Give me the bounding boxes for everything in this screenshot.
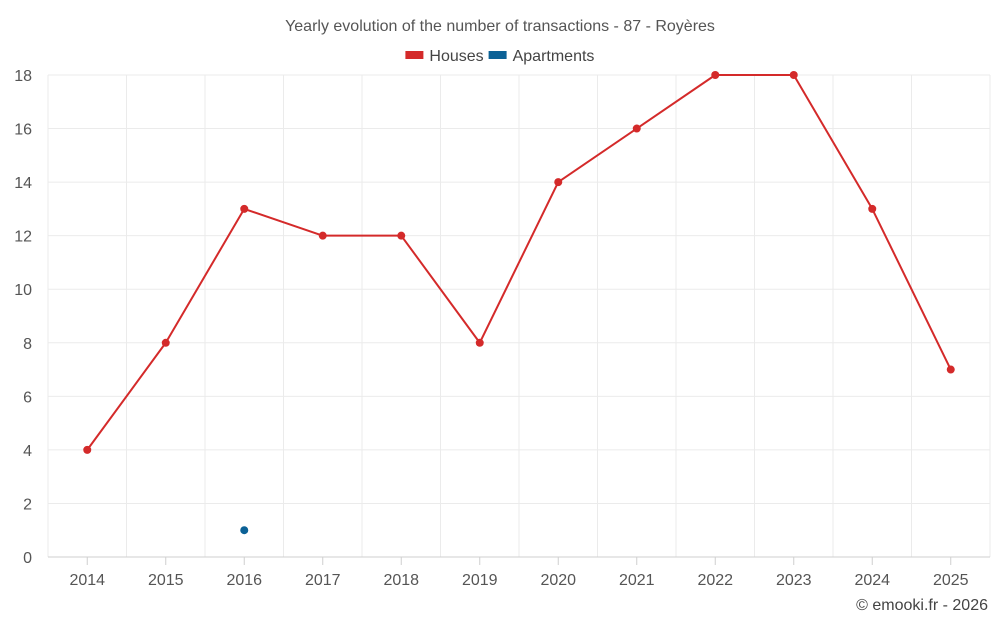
legend-item-houses[interactable]: Houses (405, 48, 484, 65)
data-point-houses (789, 71, 798, 79)
x-tick-label: 2022 (697, 572, 733, 589)
series-layer (83, 71, 955, 535)
data-point-houses (868, 204, 877, 213)
credit-text: © emooki.fr - 2026 (856, 597, 988, 614)
y-tick-label: 4 (23, 443, 32, 460)
data-point-houses (83, 445, 92, 454)
y-tick-label: 0 (23, 550, 32, 567)
legend-item-apartments[interactable]: Apartments (488, 48, 595, 65)
y-tick-label: 16 (14, 122, 32, 139)
data-point-apartments (240, 526, 249, 535)
legend-swatch (405, 51, 424, 59)
series-apartments (240, 526, 249, 535)
x-tick-label: 2016 (226, 572, 262, 589)
legend-label: Houses (429, 48, 483, 65)
x-tick-label: 2017 (305, 572, 341, 589)
data-point-houses (711, 71, 720, 79)
y-tick-label: 8 (23, 336, 32, 353)
x-tick-label: 2020 (540, 572, 576, 589)
legend-label: Apartments (513, 48, 595, 65)
data-point-houses (161, 338, 170, 347)
x-tick-label: 2023 (776, 572, 812, 589)
x-tick-label: 2024 (854, 572, 890, 589)
series-line-houses (86, 74, 952, 451)
grid (47, 74, 991, 557)
series-houses (83, 71, 955, 454)
data-point-houses (946, 365, 955, 374)
data-point-houses (554, 178, 563, 187)
y-tick-label: 10 (14, 282, 32, 299)
y-tick-label: 2 (23, 496, 32, 513)
y-tick-label: 14 (14, 175, 32, 192)
y-tick-label: 6 (23, 389, 32, 406)
x-tick-label: 2015 (148, 572, 184, 589)
data-point-houses (632, 124, 641, 133)
data-point-houses (318, 231, 327, 240)
y-tick-label: 12 (14, 229, 32, 246)
chart-title: Yearly evolution of the number of transa… (285, 18, 715, 35)
legend: Houses Apartments (405, 48, 594, 65)
x-tick-label: 2019 (462, 572, 498, 589)
x-tick-label: 2014 (69, 572, 105, 589)
data-point-houses (240, 204, 249, 213)
x-tick-label: 2025 (933, 572, 969, 589)
axes: 0 2 4 6 8 10 12 14 16 18 2014 2015 2016 2017 2018 2019 2… (14, 68, 990, 589)
x-tick-label: 2021 (619, 572, 655, 589)
legend-swatch (488, 51, 507, 59)
x-tick-label: 2018 (383, 572, 419, 589)
data-point-houses (397, 231, 406, 240)
y-tick-label: 18 (14, 68, 32, 85)
data-point-houses (475, 338, 484, 347)
